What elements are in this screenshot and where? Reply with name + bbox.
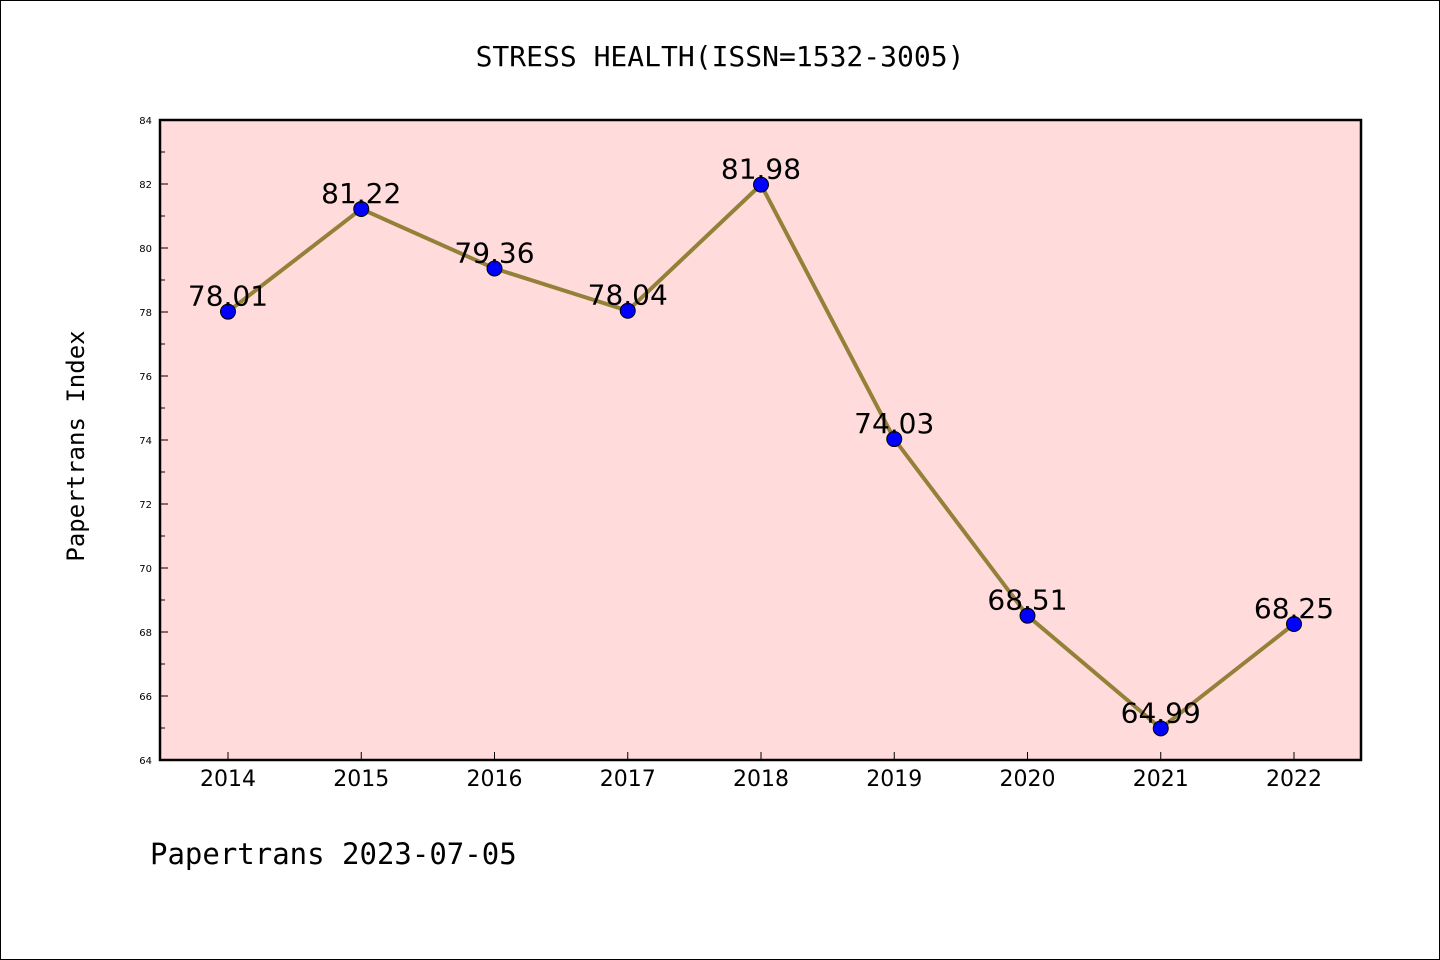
plot-border	[158, 118, 1363, 762]
y-tick-label: 68	[139, 628, 152, 639]
data-label: 81.22	[321, 177, 401, 210]
x-tick-label: 2022	[1266, 767, 1322, 792]
x-tick-label: 2020	[1000, 767, 1056, 792]
data-label: 79.36	[454, 236, 534, 269]
y-tick-label: 78	[139, 308, 152, 319]
y-tick-label: 64	[139, 756, 152, 767]
data-point	[486, 260, 503, 277]
x-tick-label: 2021	[1133, 767, 1189, 792]
data-point	[753, 176, 769, 193]
data-point	[1019, 607, 1036, 624]
data-label: 78.01	[188, 280, 268, 313]
data-label: 81.98	[721, 153, 801, 186]
series-markers	[220, 176, 1302, 737]
x-tick-label: 2018	[733, 767, 789, 792]
data-label: 68.51	[987, 584, 1067, 617]
y-axis: 64 66 68 70 72 74 76 78 80 82 84	[139, 116, 168, 767]
y-tick-label: 82	[139, 180, 152, 191]
data-point	[353, 200, 370, 217]
data-label: 74.03	[854, 407, 934, 440]
chart-title: STRESS HEALTH(ISSN=1532-3005)	[476, 40, 965, 73]
y-tick-label: 70	[139, 564, 152, 575]
y-tick-label: 74	[139, 436, 152, 447]
data-point	[619, 302, 636, 319]
y-tick-label: 72	[139, 500, 152, 511]
y-tick-label: 80	[139, 244, 152, 255]
x-tick-label: 2019	[866, 767, 922, 792]
y-axis-label: Papertrans Index	[62, 330, 90, 561]
plot-area	[160, 120, 1361, 760]
data-label: 68.25	[1254, 592, 1334, 625]
data-point	[1286, 616, 1302, 632]
x-tick-label: 2015	[333, 767, 389, 792]
watermark-text: Papertrans 2023-07-05	[150, 837, 517, 871]
x-tick-label: 2016	[467, 767, 523, 792]
data-labels: 78.01 81.22 79.36 78.04 81.98 74.03 68.51 64.99…	[188, 153, 1334, 730]
x-tick-label: 2014	[200, 767, 256, 792]
data-label: 64.99	[1121, 696, 1201, 729]
y-tick-label: 66	[139, 692, 152, 703]
data-point	[1152, 720, 1169, 737]
data-label: 78.04	[588, 279, 668, 312]
x-tick-label: 2017	[600, 767, 656, 792]
data-point	[220, 303, 236, 320]
data-point	[886, 431, 903, 448]
y-tick-label: 76	[139, 372, 152, 383]
x-axis: 2014 2015 2016 2017 2018 2019 2020 2021 2022	[200, 752, 1322, 792]
y-tick-label: 84	[139, 116, 152, 127]
